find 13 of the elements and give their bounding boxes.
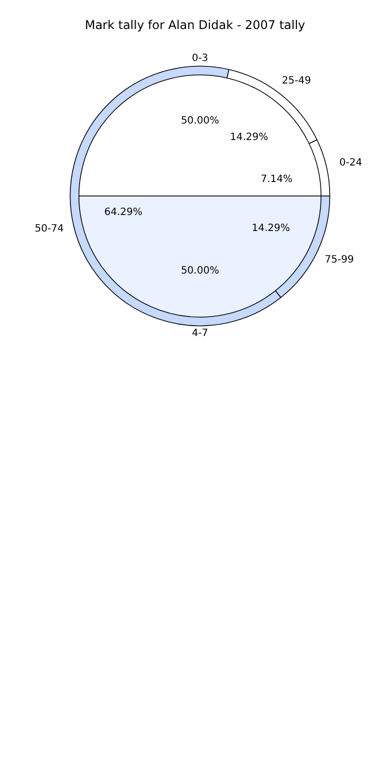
slice-label: 0-3: [192, 53, 208, 64]
data-label: 7.14%: [260, 174, 293, 185]
data-label: 50.00%: [180, 116, 220, 127]
slice-label: 50-74: [34, 223, 64, 234]
data-label: 14.29%: [230, 132, 268, 143]
chart-title: Mark tally for Alan Didak - 2007 tally: [84, 18, 306, 32]
data-label: 14.29%: [252, 222, 290, 234]
slice-label: 25-49: [282, 75, 311, 86]
slice-label: 4-7: [192, 328, 208, 339]
data-label: 50.00%: [180, 265, 220, 276]
slice-label: 0-24: [339, 158, 362, 169]
slice-label: 75-99: [324, 254, 354, 266]
data-label: 64.29%: [104, 207, 142, 218]
